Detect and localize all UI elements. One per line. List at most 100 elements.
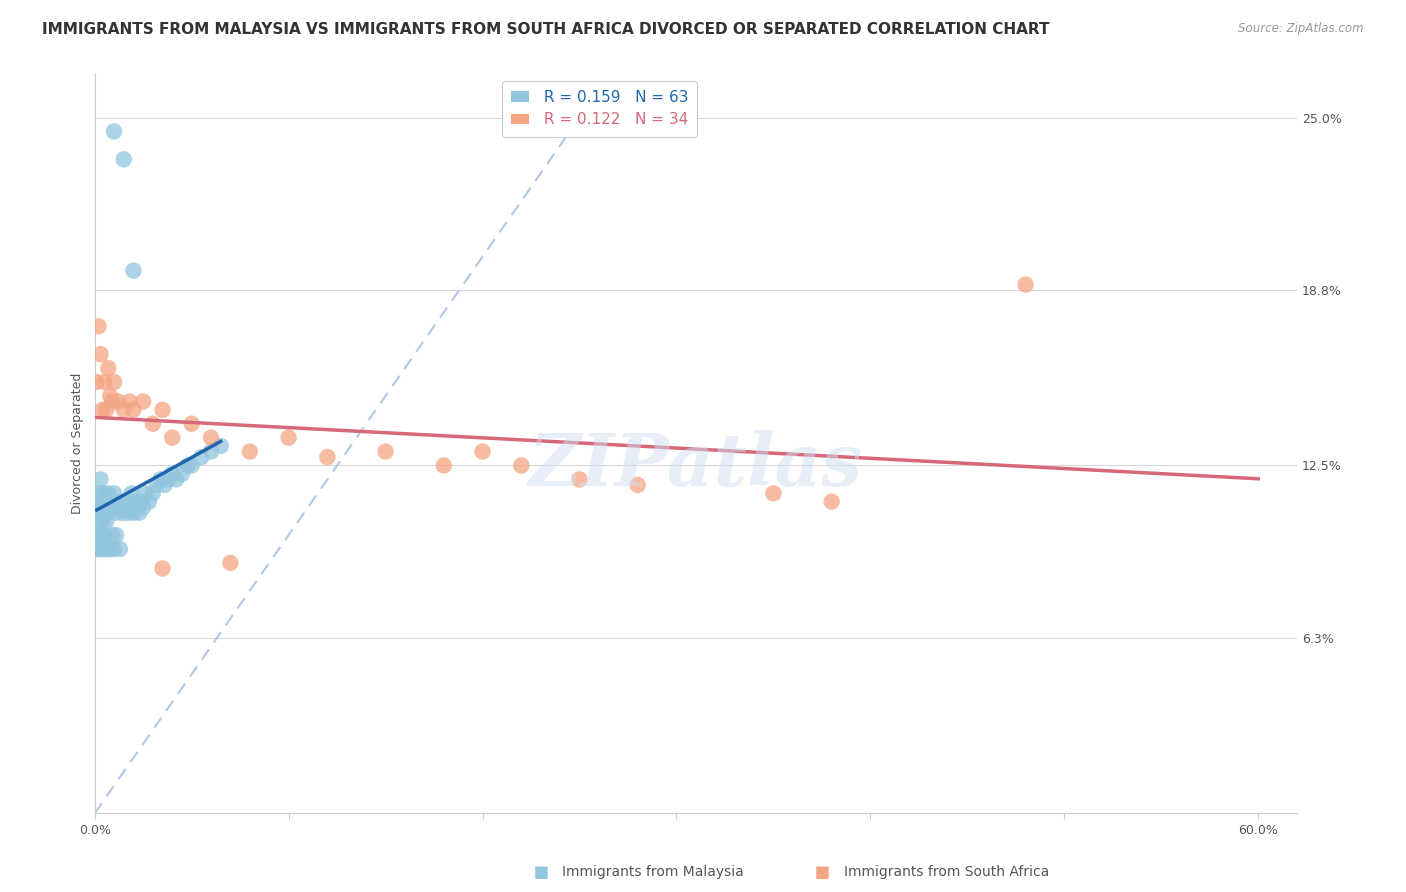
Point [153, 478, 176, 492]
Point [165, 472, 187, 486]
Point [112, 402, 135, 417]
Point [89, 541, 111, 556]
Point [86, 500, 108, 515]
Point [157, 472, 180, 486]
Point [149, 472, 172, 486]
Text: ▪: ▪ [533, 861, 550, 884]
Point [93, 541, 115, 556]
Point [152, 561, 174, 575]
Point [118, 394, 141, 409]
Point [145, 478, 167, 492]
Point [122, 263, 145, 277]
Point [180, 417, 202, 431]
Point [107, 394, 129, 409]
Point [103, 541, 125, 556]
Point [124, 494, 146, 508]
Text: Immigrants from South Africa: Immigrants from South Africa [844, 865, 1049, 880]
Text: Immigrants from Malaysia: Immigrants from Malaysia [562, 865, 744, 880]
Point [142, 486, 165, 500]
Point [108, 541, 131, 556]
Point [97, 361, 120, 376]
Point [103, 375, 125, 389]
Point [103, 124, 125, 138]
Point [374, 444, 396, 458]
Point [91, 506, 114, 520]
Point [86, 375, 108, 389]
Point [170, 467, 193, 481]
Point [112, 500, 135, 515]
Point [209, 439, 232, 453]
Point [433, 458, 456, 473]
Point [471, 444, 494, 458]
Point [112, 153, 135, 167]
Text: IMMIGRANTS FROM MALAYSIA VS IMMIGRANTS FROM SOUTH AFRICA DIVORCED OR SEPARATED C: IMMIGRANTS FROM MALAYSIA VS IMMIGRANTS F… [42, 22, 1050, 37]
Point [89, 500, 111, 515]
Point [98, 541, 121, 556]
Point [91, 402, 114, 417]
Point [91, 541, 114, 556]
Point [132, 500, 155, 515]
Point [762, 486, 785, 500]
Point [118, 500, 141, 515]
Point [134, 486, 156, 500]
Point [132, 394, 155, 409]
Point [89, 528, 111, 542]
Point [87, 319, 110, 334]
Point [200, 431, 222, 445]
Point [98, 494, 121, 508]
Point [96, 514, 118, 528]
Legend:  R = 0.159   N = 63,  R = 0.122   N = 34: R = 0.159 N = 63, R = 0.122 N = 34 [502, 80, 697, 136]
Point [107, 494, 129, 508]
Point [96, 500, 118, 515]
Point [91, 486, 114, 500]
Point [101, 528, 124, 542]
Point [101, 500, 124, 515]
Point [127, 500, 149, 515]
Point [1014, 277, 1036, 292]
Point [200, 444, 222, 458]
Point [190, 450, 212, 464]
Text: ▪: ▪ [814, 861, 831, 884]
Point [111, 506, 134, 520]
Point [568, 472, 591, 486]
Point [103, 486, 125, 500]
Text: ZIPatlas: ZIPatlas [529, 430, 863, 501]
Y-axis label: Divorced or Separated: Divorced or Separated [72, 373, 84, 514]
Point [510, 458, 533, 473]
Point [104, 528, 127, 542]
Point [93, 528, 115, 542]
Point [101, 394, 124, 409]
Point [180, 458, 202, 473]
Point [128, 506, 150, 520]
Point [627, 478, 650, 492]
Point [114, 494, 136, 508]
Point [239, 444, 262, 458]
Point [86, 541, 108, 556]
Point [87, 514, 110, 528]
Point [129, 494, 152, 508]
Point [121, 486, 143, 500]
Point [122, 506, 145, 520]
Point [97, 506, 120, 520]
Point [98, 389, 121, 403]
Point [89, 347, 111, 361]
Point [160, 431, 183, 445]
Point [89, 472, 111, 486]
Point [104, 506, 127, 520]
Point [277, 431, 299, 445]
Point [219, 556, 242, 570]
Point [122, 402, 145, 417]
Point [96, 402, 118, 417]
Point [93, 494, 115, 508]
Point [97, 541, 120, 556]
Point [96, 541, 118, 556]
Point [152, 402, 174, 417]
Point [87, 486, 110, 500]
Point [316, 450, 339, 464]
Point [91, 514, 114, 528]
Point [177, 458, 200, 473]
Point [97, 486, 120, 500]
Point [138, 494, 160, 508]
Text: Source: ZipAtlas.com: Source: ZipAtlas.com [1239, 22, 1364, 36]
Point [87, 541, 110, 556]
